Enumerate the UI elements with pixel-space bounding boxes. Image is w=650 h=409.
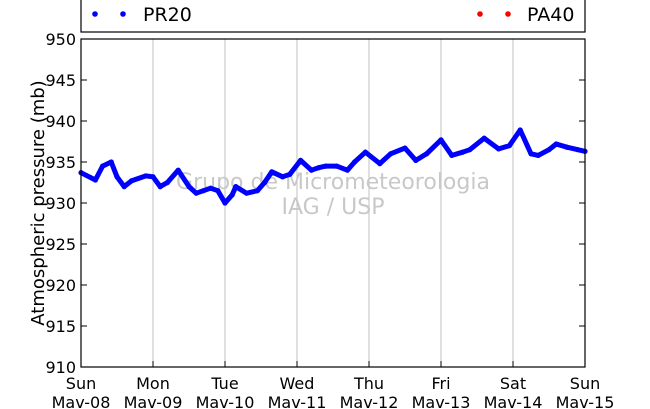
legend-marker-pr20 [92,11,98,17]
x-axis: SunMav-08MonMav-09TueMav-10WedMav-11ThuM… [52,361,615,409]
y-axis: 910 915 920 925 930 935 940 945 950 [45,30,585,377]
x-tick-label-day: Sat [500,374,526,393]
y-tick-label: 925 [45,235,76,254]
x-tick-label-day: Sun [66,374,96,393]
legend-marker-pa40 [477,11,483,17]
data-point-pr20 [215,188,221,194]
legend-marker-pa40 [505,11,511,17]
data-point-pr20 [280,174,286,180]
data-point-pr20 [528,151,534,157]
watermark-line-2: IAG / USP [282,195,385,220]
x-tick-label-date: Mav-10 [196,393,255,409]
data-point-pr20 [344,167,350,173]
x-tick-label-date: Mav-13 [412,393,471,409]
data-point-pr20 [262,179,268,186]
data-point-pr20 [323,163,329,169]
data-point-pr20 [208,185,214,191]
legend-marker-pr20 [120,11,126,17]
legend-box [80,0,586,33]
data-point-pr20 [564,144,570,150]
y-tick-label: 945 [45,71,76,90]
data-point-pr20 [287,171,293,177]
data-point-pr20 [535,152,541,159]
data-point-pr20 [108,159,114,165]
data-point-pr20 [114,174,120,180]
series-layer [78,127,588,206]
data-point-pr20 [150,174,156,180]
data-point-pr20 [222,200,228,206]
data-point-pr20 [413,157,419,163]
data-point-pr20 [517,127,523,133]
data-point-pr20 [553,141,559,147]
plot-area [81,39,585,367]
data-point-pr20 [377,161,383,167]
y-tick-label: 915 [45,317,76,336]
y-tick-label: 930 [45,194,76,213]
data-point-pr20 [128,178,134,184]
data-point-pr20 [233,184,239,190]
y-tick-label: 920 [45,276,76,295]
x-tick-label-day: Tue [210,374,238,393]
data-point-pr20 [100,163,106,169]
data-point-pr20 [164,179,170,186]
data-point-pr20 [175,167,181,173]
watermark-line-1: Grupo de Micrometeorologia [176,170,490,195]
x-tick-label-day: Thu [353,374,384,393]
data-point-pr20 [121,184,127,190]
data-point-pr20 [481,135,487,141]
data-point-pr20 [438,137,444,143]
data-point-pr20 [157,184,163,190]
data-point-pr20 [496,146,502,152]
data-point-pr20 [334,163,340,169]
data-point-pr20 [460,149,466,155]
data-point-pr20 [229,192,235,198]
data-point-pr20 [269,169,275,175]
data-point-pr20 [449,152,455,159]
x-tick-label-date: Mav-14 [484,393,543,409]
x-tick-label-day: Wed [280,374,315,393]
data-point-pr20 [506,143,512,149]
data-point-pr20 [92,177,98,183]
data-point-pr20 [362,149,368,155]
grid-lines [152,39,514,367]
x-tick-label-date: Mav-15 [556,393,615,409]
data-point-pr20 [352,159,358,165]
y-tick-label: 950 [45,30,76,49]
data-point-pr20 [424,151,430,157]
x-tick-label-day: Sun [570,374,600,393]
legend-label-pr20: PR20 [143,4,192,26]
data-point-pr20 [254,188,260,194]
y-tick-label: 910 [45,358,76,377]
data-point-pr20 [200,188,206,194]
x-tick-label-day: Fri [431,374,450,393]
legend-entry-pa40: PA40 [477,4,574,26]
data-point-pr20 [467,147,473,153]
data-point-pr20 [186,184,192,190]
x-tick-label-date: Mav-08 [52,393,111,409]
legend-label-pa40: PA40 [527,4,574,26]
x-tick-label-date: Mav-12 [340,393,399,409]
data-point-pr20 [575,147,581,153]
data-point-pr20 [546,147,552,153]
data-point-pr20 [388,151,394,157]
x-tick-label-date: Mav-09 [124,393,183,409]
legend-entry-pr20: PR20 [92,4,192,26]
data-point-pr20 [143,173,149,179]
data-point-pr20 [193,190,199,196]
x-tick-label-date: Mav-11 [268,393,327,409]
data-point-pr20 [308,167,314,173]
y-tick-label: 940 [45,112,76,131]
data-point-pr20 [298,157,304,163]
x-tick-label-day: Mon [136,374,170,393]
y-tick-label: 935 [45,153,76,172]
y-axis-title: Atmospheric pressure (mb) [28,80,49,325]
data-point-pr20 [244,190,250,196]
data-point-pr20 [316,165,322,171]
data-point-pr20 [402,145,408,151]
